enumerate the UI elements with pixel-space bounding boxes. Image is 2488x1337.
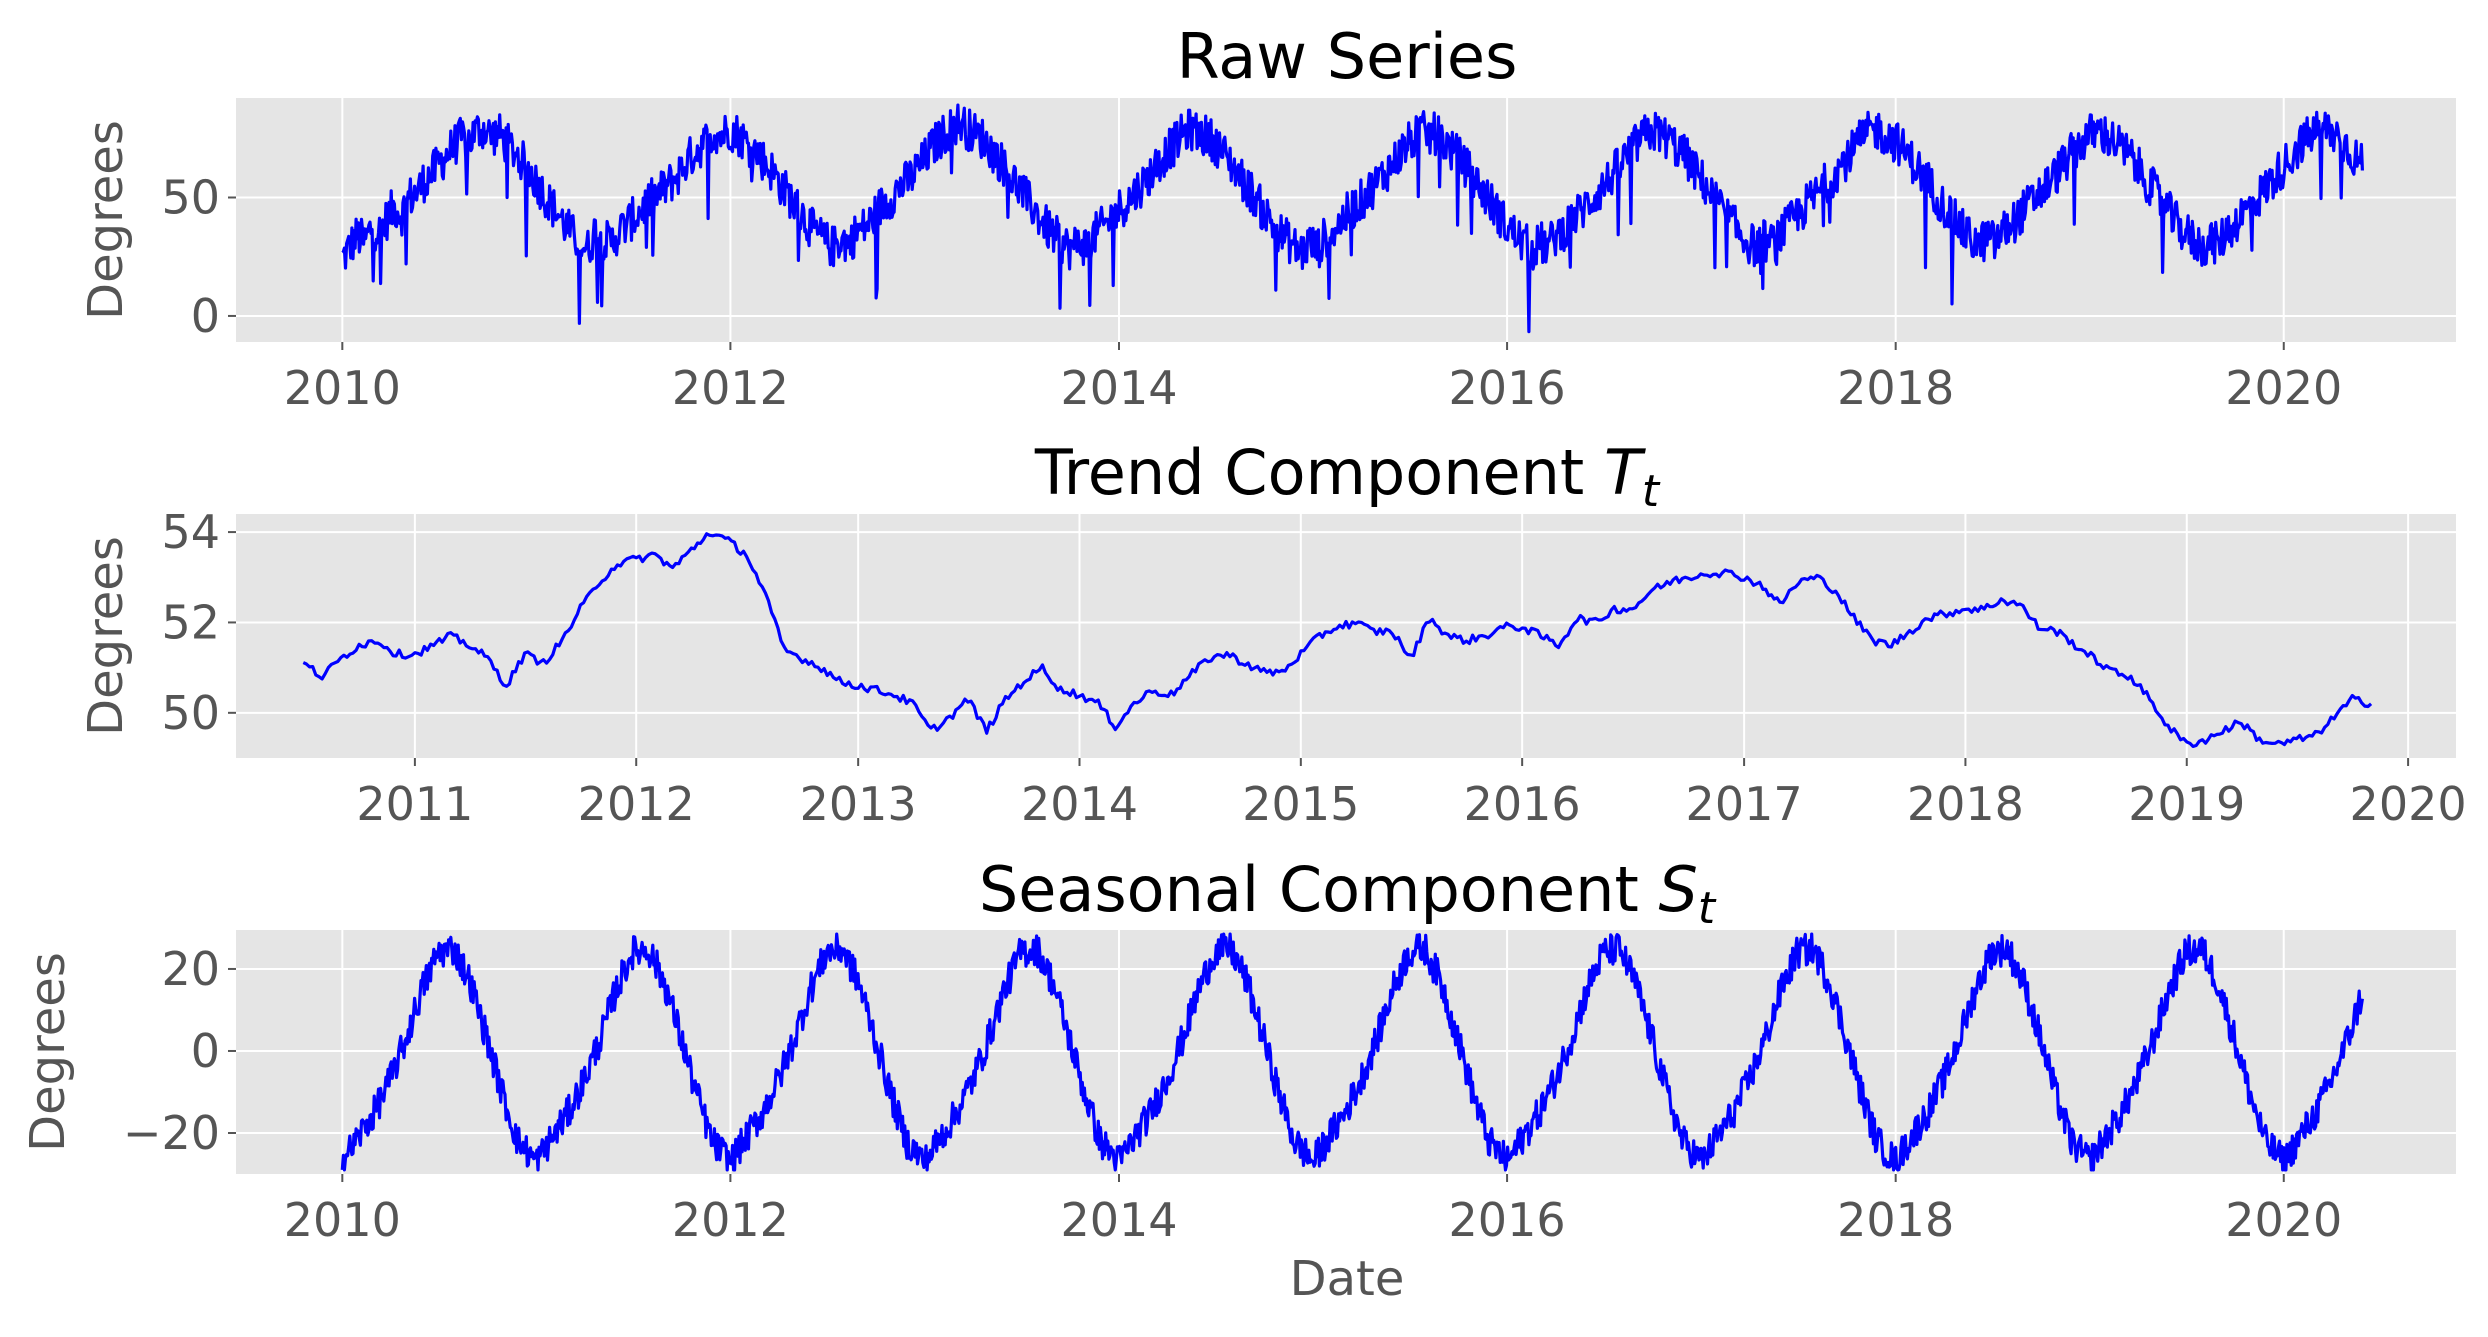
seasonal-component-line (340, 932, 2364, 1172)
seasonal-component-title: Seasonal Component St (979, 853, 1717, 934)
seasonal-component-plot-area (236, 930, 2456, 1174)
y-tick-label: 52 (161, 595, 220, 649)
raw-series-title: Raw Series (1177, 20, 1518, 93)
raw-series-line (341, 103, 2364, 334)
y-tick-label: 20 (161, 942, 220, 996)
x-tick-label: 2016 (1449, 361, 1566, 415)
y-tick-label: −20 (123, 1106, 220, 1160)
x-tick-label: 2011 (356, 777, 473, 831)
trend-title-subscript: t (1642, 466, 1661, 517)
y-tick-label: 50 (161, 170, 220, 224)
y-tick-label: 50 (161, 686, 220, 740)
y-tick-label: 0 (191, 1024, 220, 1078)
x-tick-label: 2010 (284, 361, 401, 415)
x-tick-label: 2020 (2225, 1193, 2342, 1247)
x-tick-label: 2016 (1464, 777, 1581, 831)
x-tick-label: 2018 (1837, 361, 1954, 415)
x-tick-label: 2014 (1060, 361, 1177, 415)
x-tick-label: 2018 (1907, 777, 2024, 831)
seasonal-title-subscript: t (1698, 883, 1717, 934)
x-tick-label: 2014 (1060, 1193, 1177, 1247)
x-tick-label: 2020 (2225, 361, 2342, 415)
trend-component-line (302, 532, 2373, 749)
trend-component-ylabel: Degrees (78, 536, 134, 736)
x-tick-label: 2010 (284, 1193, 401, 1247)
x-tick-label: 2013 (800, 777, 917, 831)
x-tick-label: 2016 (1449, 1193, 1566, 1247)
y-tick-label: 54 (161, 505, 220, 559)
trend-title-symbol: T (1604, 436, 1646, 509)
trend-component-plot-area (236, 514, 2456, 758)
seasonal-title-text: Seasonal Component (979, 853, 1659, 926)
x-tick-label: 2014 (1021, 777, 1138, 831)
seasonal-title-symbol: S (1658, 853, 1697, 926)
panel-raw-series: Raw Series 2010 2012 2014 2016 2018 2020 0 50 D… (78, 20, 2456, 415)
y-tick-label: 0 (191, 289, 220, 343)
raw-series-ticks: 2010 2012 2014 2016 2018 2020 0 50 (161, 170, 2342, 415)
seasonal-component-ticks: 2010 2012 2014 2016 2018 2020 −20 0 20 (123, 942, 2342, 1247)
x-tick-label: 2012 (672, 1193, 789, 1247)
trend-component-title: Trend Component Tt (1034, 436, 1661, 517)
trend-title-text: Trend Component (1034, 436, 1604, 509)
seasonal-component-xlabel: Date (1290, 1251, 1405, 1307)
seasonal-component-ylabel: Degrees (20, 952, 76, 1152)
x-tick-label: 2019 (2128, 777, 2245, 831)
x-tick-label: 2015 (1242, 777, 1359, 831)
x-tick-label: 2018 (1837, 1193, 1954, 1247)
panel-seasonal-component: Seasonal Component St 2010 2012 2014 2016 20… (20, 853, 2456, 1307)
trend-component-ticks: 2011 2012 2013 2014 2015 2016 2017 2018 2019 2020… (161, 505, 2466, 831)
raw-series-ylabel: Degrees (78, 120, 134, 320)
seasonal-component-grid (236, 930, 2456, 1174)
x-tick-label: 2020 (2350, 777, 2467, 831)
panel-trend-component: Trend Component Tt 2011 2012 2013 2014 2015 2… (78, 436, 2467, 831)
x-tick-label: 2012 (578, 777, 695, 831)
x-tick-label: 2012 (672, 361, 789, 415)
x-tick-label: 2017 (1686, 777, 1803, 831)
